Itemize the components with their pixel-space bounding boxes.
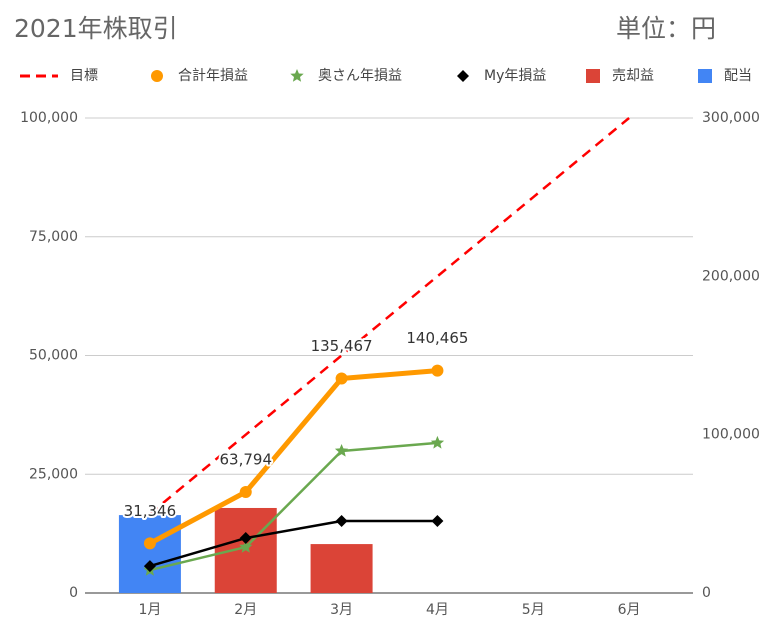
point [335, 372, 348, 385]
unit-label: 単位：円 [616, 14, 716, 43]
point [239, 485, 252, 498]
legend-marker [698, 69, 712, 83]
point [239, 532, 252, 545]
data-label: 31,346 [124, 502, 177, 520]
x-tick-label: 4月 [426, 602, 449, 618]
line [149, 519, 438, 568]
point [143, 560, 156, 573]
legend-label: 奥さん年損益 [318, 67, 402, 84]
x-tick-label: 6月 [618, 602, 641, 618]
bar [118, 515, 181, 593]
data-label: 135,467 [311, 337, 373, 355]
data-label: 63,794 [220, 450, 273, 468]
legend-label: My年損益 [484, 68, 546, 84]
x-tick-label: 2月 [234, 602, 257, 618]
point [431, 514, 444, 527]
y2-tick-label: 0 [702, 585, 711, 601]
y-tick-label: 50,000 [29, 348, 78, 364]
data-label: 140,465 [406, 329, 468, 347]
point [143, 537, 156, 550]
y2-tick-label: 300,000 [702, 110, 760, 126]
bar [214, 507, 277, 593]
y-tick-label: 100,000 [20, 110, 78, 126]
x-tick-label: 5月 [522, 602, 545, 618]
legend-marker [586, 69, 600, 83]
legend-label: 目標 [70, 68, 98, 84]
line [148, 368, 438, 546]
y-tick-label: 0 [69, 585, 78, 601]
point [430, 435, 445, 449]
y2-tick-label: 200,000 [702, 268, 760, 284]
line [149, 117, 630, 515]
point [335, 514, 348, 527]
legend-label: 売却益 [612, 68, 654, 84]
x-tick-label: 1月 [138, 602, 161, 618]
point [239, 540, 253, 553]
legend-marker [290, 69, 304, 82]
bar [310, 544, 373, 593]
point [334, 444, 349, 457]
y2-tick-label: 100,000 [702, 427, 760, 443]
y-tick-label: 25,000 [29, 466, 78, 482]
x-tick-label: 3月 [330, 602, 353, 618]
point [431, 364, 444, 377]
line [149, 441, 438, 572]
chart-title: 2021年株取引 [14, 14, 178, 43]
legend-marker [457, 70, 469, 82]
legend-marker [151, 70, 163, 82]
legend-label: 合計年損益 [178, 68, 248, 84]
y-tick-label: 75,000 [29, 229, 78, 245]
legend-label: 配当 [724, 68, 752, 84]
